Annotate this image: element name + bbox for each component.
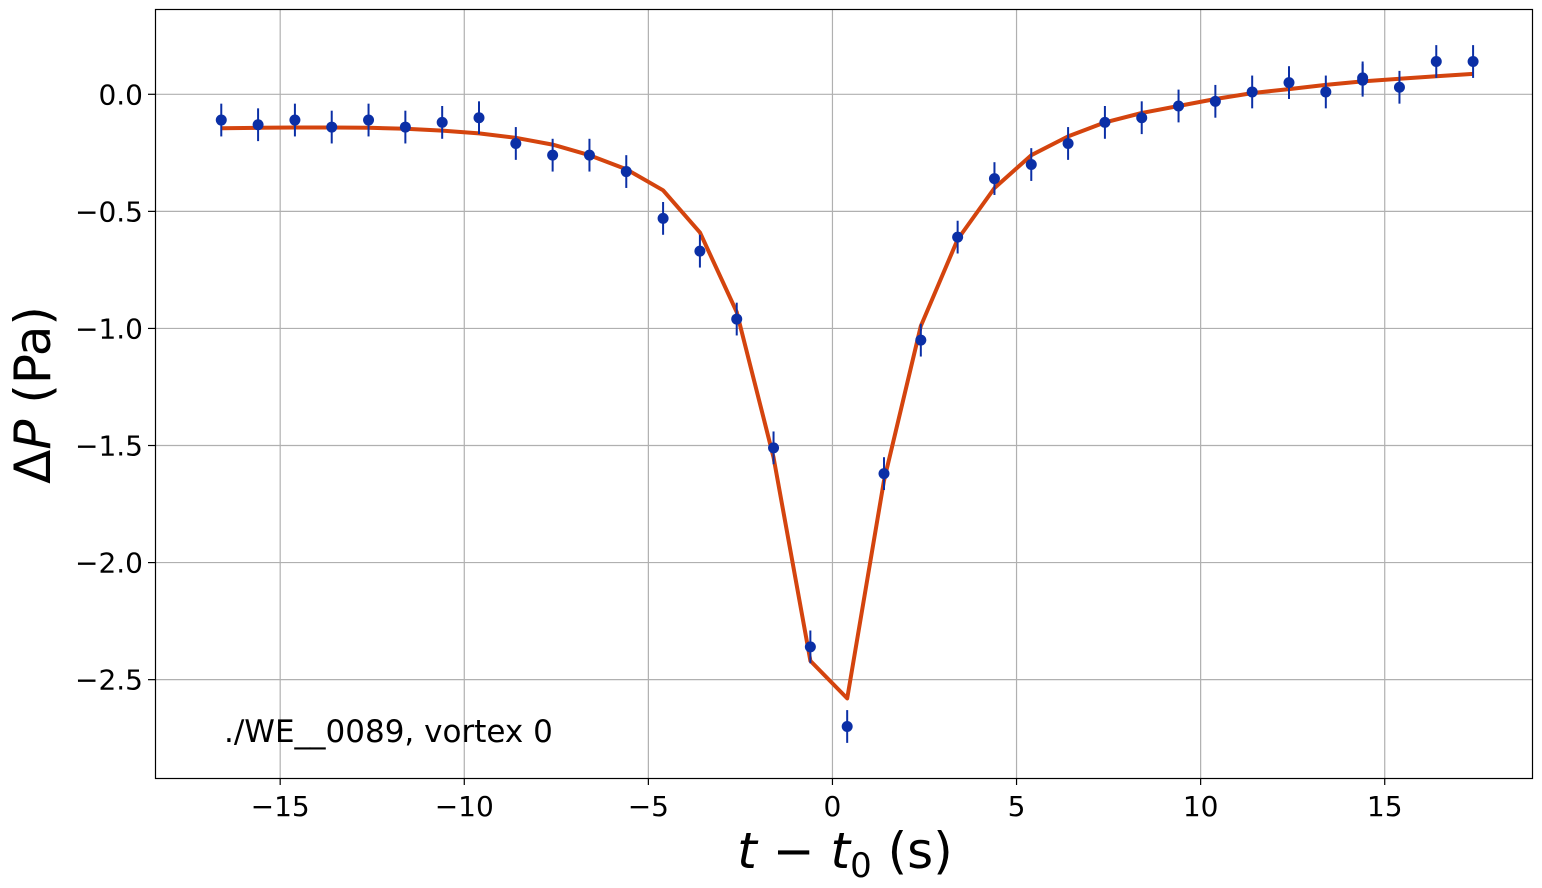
data-point [1025, 159, 1037, 171]
grid [155, 10, 1532, 778]
x-tick-label: −15 [251, 790, 310, 823]
data-point [768, 442, 780, 454]
data-point [473, 112, 485, 124]
data-point [1246, 86, 1258, 98]
plot-frame [154, 8, 1534, 780]
x-tick-label: 0 [824, 790, 842, 823]
data-point [620, 166, 632, 178]
data-point [1136, 112, 1148, 124]
data-point [1173, 100, 1185, 112]
data-point [1467, 56, 1479, 68]
x-tick-label: −5 [628, 790, 669, 823]
fit-line-layer [221, 71, 1474, 701]
data-point [1283, 77, 1295, 89]
data-point [583, 149, 595, 161]
x-tick-label: −10 [435, 790, 494, 823]
y-tick-label: −0.5 [75, 195, 143, 228]
x-tick-label: 15 [1367, 790, 1403, 823]
data-point [952, 231, 964, 243]
data-point [841, 720, 853, 732]
y-axis-ticks: 0.0 −0.5 −1.0 −1.5 −2.0 −2.5 [75, 78, 155, 697]
data-point [399, 121, 411, 133]
data-point [1209, 95, 1221, 107]
data-point [252, 119, 264, 131]
data-point [804, 641, 816, 653]
y-axis-title: ΔP (Pa) [4, 306, 62, 484]
data-point [1099, 116, 1111, 128]
data-points-layer [215, 45, 1479, 743]
x-tick-label: 10 [1183, 790, 1219, 823]
data-point [657, 212, 669, 224]
data-point [436, 116, 448, 128]
data-point [215, 114, 227, 126]
data-point [915, 334, 927, 346]
y-tick-label: −1.0 [75, 312, 143, 345]
annotation-label: ./WE__0089, vortex 0 [224, 714, 553, 750]
data-point [289, 114, 301, 126]
data-point [1430, 56, 1442, 68]
data-point [1393, 81, 1405, 93]
data-point [1320, 86, 1332, 98]
y-tick-label: −2.5 [75, 664, 143, 697]
data-point [694, 245, 706, 257]
data-point [326, 121, 338, 133]
data-point [731, 313, 743, 325]
data-point [878, 468, 890, 480]
x-axis-title: t − t0 (s) [737, 822, 953, 886]
y-tick-label: 0.0 [98, 78, 143, 111]
data-point [547, 149, 559, 161]
y-tick-label: −2.0 [75, 547, 143, 580]
data-point [1062, 137, 1074, 149]
data-point [988, 173, 1000, 185]
y-tick-label: −1.5 [75, 430, 143, 463]
fit-line [221, 71, 1474, 701]
data-point [1357, 72, 1369, 84]
x-axis-ticks: −15 −10 −5 0 5 10 15 [251, 778, 1403, 823]
x-tick-label: 5 [1008, 790, 1026, 823]
data-point [363, 114, 375, 126]
data-point [510, 137, 522, 149]
